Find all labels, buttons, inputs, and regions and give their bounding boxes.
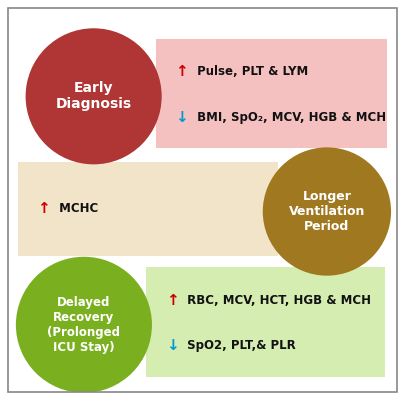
- Text: ↑: ↑: [166, 292, 178, 308]
- Text: Early
Diagnosis: Early Diagnosis: [55, 81, 132, 112]
- Text: SpO2, PLT,& PLR: SpO2, PLT,& PLR: [183, 340, 296, 352]
- Text: RBC, MCV, HCT, HGB & MCH: RBC, MCV, HCT, HGB & MCH: [183, 294, 371, 306]
- FancyBboxPatch shape: [18, 162, 278, 256]
- Text: MCHC: MCHC: [55, 202, 98, 215]
- Ellipse shape: [26, 28, 162, 164]
- Text: Pulse, PLT & LYM: Pulse, PLT & LYM: [193, 65, 308, 78]
- Text: ↑: ↑: [37, 201, 50, 216]
- Text: Longer
Ventilation
Period: Longer Ventilation Period: [289, 190, 365, 233]
- Text: BMI, SpO₂, MCV, HGB & MCH: BMI, SpO₂, MCV, HGB & MCH: [193, 111, 386, 124]
- Ellipse shape: [16, 257, 152, 393]
- Text: ↑: ↑: [175, 64, 188, 79]
- Ellipse shape: [263, 147, 391, 276]
- FancyBboxPatch shape: [146, 267, 385, 377]
- Text: Delayed
Recovery
(Prolonged
ICU Stay): Delayed Recovery (Prolonged ICU Stay): [47, 296, 120, 354]
- Text: ↓: ↓: [175, 110, 188, 125]
- Text: ↓: ↓: [166, 338, 178, 354]
- FancyBboxPatch shape: [156, 39, 387, 148]
